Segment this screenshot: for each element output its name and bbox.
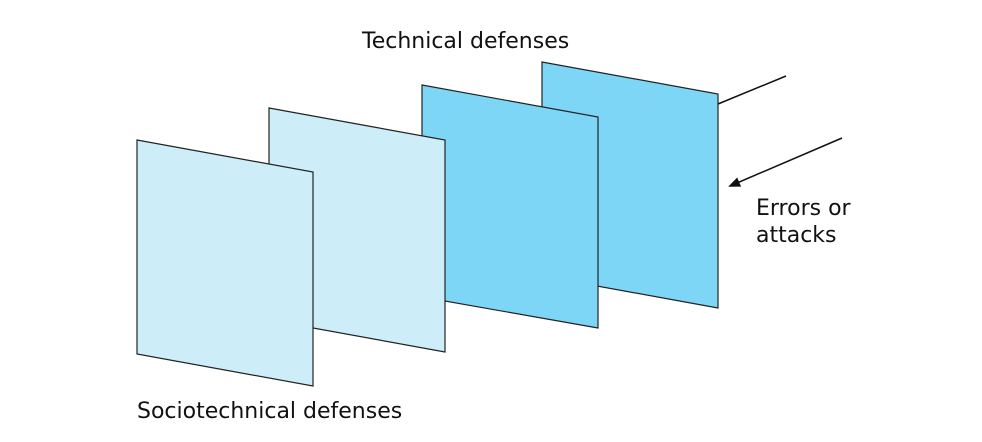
errors-arrow [728, 137, 843, 187]
sociotechnical-layer-1 [136, 139, 314, 387]
errors-label-line-2: attacks [756, 223, 837, 248]
errors-label-line-1: Errors or [756, 196, 851, 221]
technical-defenses-label: Technical defenses [362, 29, 570, 54]
errors-or-attacks-label: Errors or attacks [756, 195, 851, 249]
attack-arrow-line [717, 75, 787, 105]
sociotechnical-defenses-label: Sociotechnical defenses [137, 399, 403, 424]
technical-layer-1 [421, 84, 599, 329]
